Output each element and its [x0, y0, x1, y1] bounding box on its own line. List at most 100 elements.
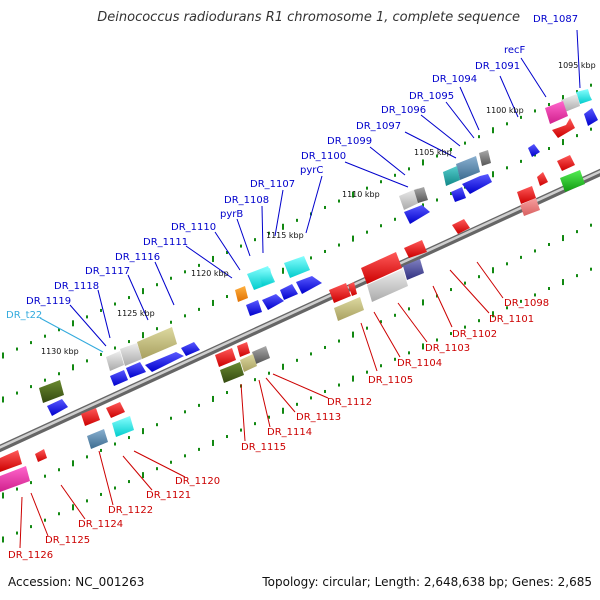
gene-label[interactable]: DR_1120 [175, 476, 220, 487]
tick-mark [16, 347, 18, 351]
gene-label[interactable]: DR_1125 [45, 535, 90, 546]
gene-arrow [443, 166, 460, 186]
gene-arrow [145, 352, 184, 372]
tick-mark [240, 428, 242, 432]
tick-mark [324, 205, 326, 209]
tick-mark [576, 134, 578, 138]
gene-label[interactable]: DR_1111 [143, 237, 188, 248]
gene-arrow [181, 342, 200, 356]
gene-arrow [120, 343, 142, 366]
tick-mark [184, 454, 186, 458]
tick-mark [450, 148, 452, 152]
tick-mark [436, 154, 438, 158]
tick-mark [562, 279, 564, 286]
gene-label[interactable]: DR_1104 [397, 358, 442, 369]
gene-arrow [404, 240, 427, 258]
gene-label[interactable]: DR_1103 [425, 343, 470, 354]
gene-arrow [47, 399, 68, 416]
tick-mark [100, 492, 102, 496]
tick-mark [590, 267, 592, 271]
tick-mark [58, 328, 60, 332]
gene-arrow [517, 186, 536, 204]
tick-mark [16, 391, 18, 395]
tick-mark [590, 223, 592, 227]
tick-mark [296, 402, 298, 406]
gene-label[interactable]: pyrB [220, 209, 243, 220]
tick-mark [464, 281, 466, 285]
tick-mark [156, 423, 158, 427]
tick-mark [268, 415, 270, 419]
gene-label[interactable]: DR_1108 [224, 195, 269, 206]
tick-mark [142, 472, 144, 479]
tick-mark [492, 127, 494, 134]
gene-label[interactable]: DR_1118 [54, 281, 99, 292]
tick-mark [170, 460, 172, 464]
gene-arrow [334, 297, 364, 321]
tick-mark [268, 371, 270, 375]
gene-arrow [451, 187, 466, 202]
gene-label[interactable]: DR_1117 [85, 266, 130, 277]
tick-mark [338, 339, 340, 343]
gene-label[interactable]: recF [504, 45, 526, 56]
gene-label[interactable]: DR_1099 [327, 136, 372, 147]
gene-arrow [252, 346, 270, 364]
tick-mark [86, 359, 88, 363]
gene-label[interactable]: DR_1095 [409, 91, 454, 102]
tick-mark [142, 288, 144, 295]
gene-label[interactable]: DR_1107 [250, 179, 295, 190]
tick-mark [58, 372, 60, 376]
tick-mark [576, 230, 578, 234]
topology-summary: Topology: circular; Length: 2,648,638 bp… [262, 575, 592, 589]
gene-label[interactable]: DR_1101 [489, 314, 534, 325]
tick-mark [534, 249, 536, 253]
gene-label[interactable]: DR_1091 [475, 61, 520, 72]
gene-label[interactable]: DR_1098 [504, 298, 549, 309]
tick-mark [72, 460, 74, 467]
tick-mark [548, 287, 550, 290]
gene-label[interactable]: DR_1105 [368, 375, 413, 386]
gene-label[interactable]: DR_1124 [78, 519, 123, 530]
tick-mark [408, 167, 410, 171]
gene-label[interactable]: DR_1126 [8, 550, 53, 561]
gene-label[interactable]: DR_1121 [146, 490, 191, 501]
kbp-label: 1095 kbp [558, 61, 596, 70]
gene-label[interactable]: DR_1100 [301, 151, 346, 162]
tick-mark [562, 139, 564, 146]
gene-label[interactable]: DR_1119 [26, 296, 71, 307]
gene-label[interactable]: DR_1122 [108, 505, 153, 516]
gene-label[interactable]: DR_1112 [327, 397, 372, 408]
gene-label[interactable]: DR_1110 [171, 222, 216, 233]
gene-arrow [528, 144, 540, 157]
gene-arrow [240, 354, 257, 372]
tick-mark [282, 407, 284, 414]
gene-label[interactable]: DR_1102 [452, 329, 497, 340]
gene-label[interactable]: DR_1113 [296, 412, 341, 423]
leader-lines [19, 29, 581, 549]
gene-label[interactable]: DR_1087 [533, 14, 578, 25]
gene-label[interactable]: DR_1096 [381, 105, 426, 116]
tick-mark [394, 313, 396, 317]
tick-mark [506, 166, 508, 170]
tick-mark [352, 375, 354, 382]
chromosome-backbone [0, 168, 600, 453]
gene-label[interactable]: DR_t22 [6, 310, 42, 321]
tick-mark [2, 536, 4, 543]
tick-mark [212, 439, 214, 446]
gene-arrow [576, 89, 592, 104]
gene-label[interactable]: DR_1097 [356, 121, 401, 132]
tick-mark [324, 345, 326, 349]
tick-mark [296, 218, 298, 222]
tick-mark [44, 518, 46, 522]
tick-mark [520, 299, 522, 303]
gene-label[interactable]: DR_1094 [432, 74, 477, 85]
gene-arrow [537, 172, 548, 186]
tick-mark [464, 325, 466, 329]
gene-arrow [361, 252, 402, 284]
tick-mark [450, 288, 452, 292]
gene-label[interactable]: pyrC [300, 165, 323, 176]
gene-label[interactable]: DR_1114 [267, 427, 312, 438]
tick-mark [338, 243, 340, 247]
gene-label[interactable]: DR_1115 [241, 442, 286, 453]
gene-label[interactable]: DR_1116 [115, 252, 160, 263]
tick-mark [142, 332, 144, 339]
